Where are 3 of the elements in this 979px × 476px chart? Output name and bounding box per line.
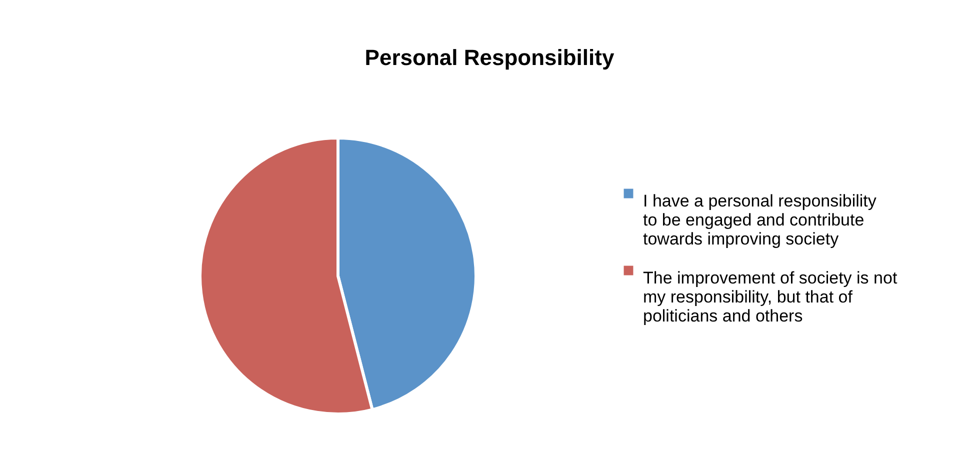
legend-label: The improvement of society is not my responsibility, but that of politicians and others bbox=[643, 268, 898, 326]
chart-title: Personal Responsibility bbox=[364, 45, 615, 70]
legend-label: I have a personal responsibility to be engaged and contribute towards improving society bbox=[643, 192, 877, 248]
